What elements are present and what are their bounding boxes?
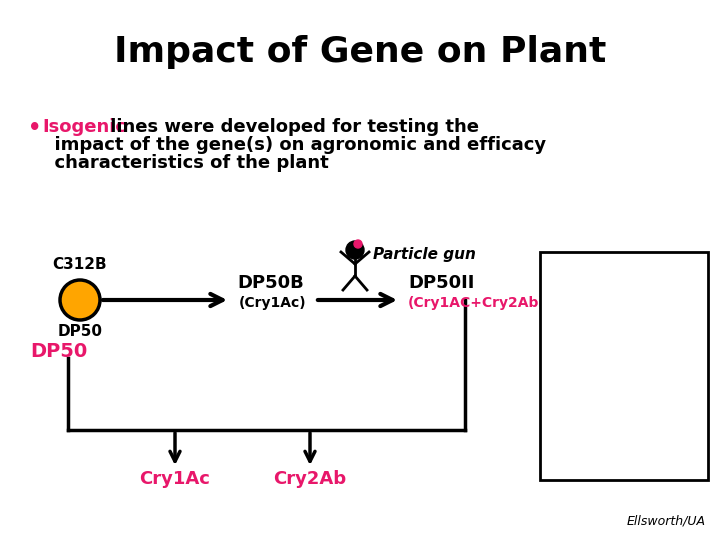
Text: Null: Null [580,437,614,452]
Text: Cry1Ac
only: Cry1Ac only [580,337,640,370]
Text: •: • [28,118,41,138]
Text: Cry2Ab
only: Cry2Ab only [580,387,642,421]
Text: characteristics of the plant: characteristics of the plant [42,154,329,172]
Text: Cry1Ac: Cry1Ac [140,470,210,488]
Text: Cry1Ac+
Cry2Ab: Cry1Ac+ Cry2Ab [580,290,652,323]
Text: DP50B: DP50B [237,274,304,292]
Text: 3.: 3. [552,387,568,402]
Text: 4.: 4. [552,437,568,452]
Text: (Cry1Ac): (Cry1Ac) [239,296,307,310]
Text: lines were developed for testing the: lines were developed for testing the [104,118,479,136]
Text: Lines: Lines [552,262,610,281]
Circle shape [354,240,362,248]
Text: 1.: 1. [552,290,568,305]
Bar [540,252,708,480]
Text: Particle gun: Particle gun [373,246,476,261]
Text: DP50: DP50 [30,342,87,361]
Text: C312B: C312B [53,257,107,272]
Text: DP50: DP50 [58,324,102,339]
Circle shape [60,280,100,320]
Text: (Cry1AC+Cry2Ab): (Cry1AC+Cry2Ab) [408,296,546,310]
Text: Isogenic: Isogenic [42,118,126,136]
Text: Ellsworth/UA: Ellsworth/UA [627,515,706,528]
Text: Impact of Gene on Plant: Impact of Gene on Plant [114,35,606,69]
Text: impact of the gene(s) on agronomic and efficacy: impact of the gene(s) on agronomic and e… [42,136,546,154]
Text: 2.: 2. [552,337,568,352]
Text: DP50II: DP50II [408,274,474,292]
Text: Cry2Ab: Cry2Ab [274,470,346,488]
Circle shape [346,241,364,259]
